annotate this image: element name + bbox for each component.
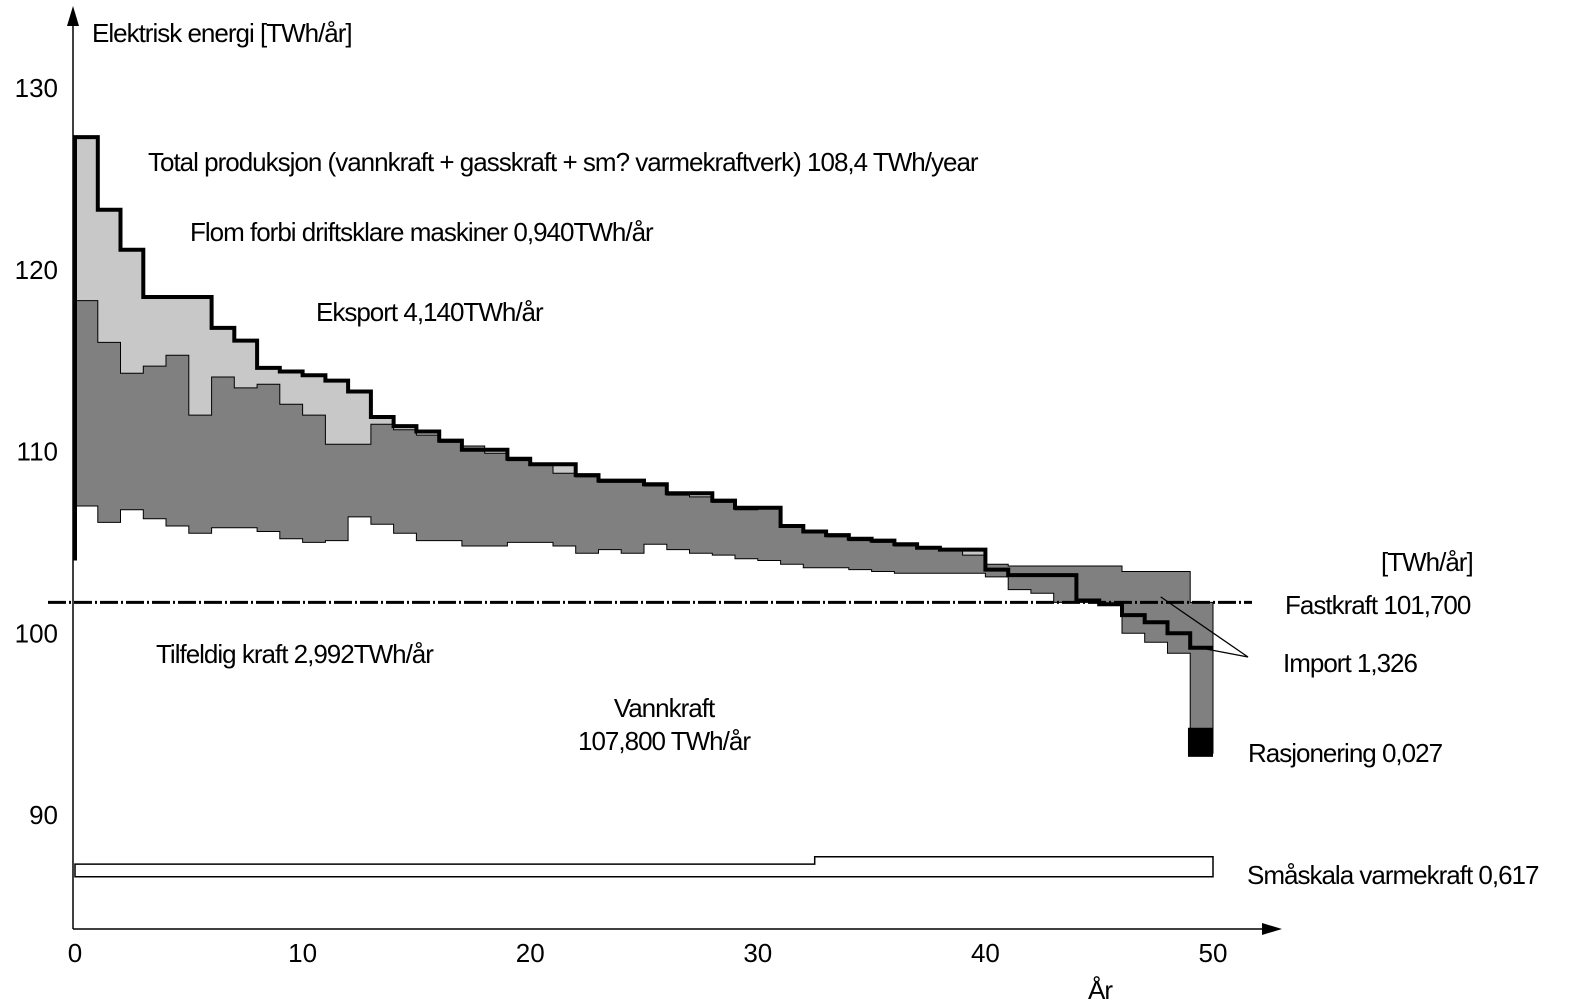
chart-lines — [48, 135, 1252, 878]
y-axis-arrow — [67, 6, 79, 26]
label-eksport: Eksport 4,140TWh/år — [316, 297, 544, 327]
x-tick-label: 10 — [288, 938, 317, 968]
label-vannkraft-value: 107,800 TWh/år — [578, 726, 751, 756]
y-axis-label: Elektrisk energi [TWh/år] — [92, 18, 352, 48]
y-tick-label: 100 — [15, 618, 58, 648]
y-tick-label: 90 — [29, 800, 58, 830]
x-tick-label: 0 — [68, 938, 82, 968]
label-import: Import 1,326 — [1283, 648, 1418, 678]
label-smaskala: Småskala varmekraft 0,617 — [1247, 860, 1539, 890]
label-vannkraft: Vannkraft — [614, 693, 716, 723]
label-fastkraft: Fastkraft 101,700 — [1285, 590, 1471, 620]
x-axis-label: År — [1088, 975, 1113, 1005]
label-tilfeldig: Tilfeldig kraft 2,992TWh/år — [156, 639, 434, 669]
y-tick-label: 110 — [17, 437, 58, 467]
x-tick-label: 20 — [516, 938, 545, 968]
total-production-line — [73, 135, 1213, 650]
x-tick-label: 30 — [743, 938, 772, 968]
label-rasjonering: Rasjonering 0,027 — [1248, 738, 1443, 768]
smaskala-band — [74, 856, 1214, 878]
chart-ticks: 0 10 20 30 40 50 90 100 110 120 130 — [15, 73, 1228, 968]
chart-axes — [67, 6, 1282, 935]
import-pointer — [1160, 596, 1249, 658]
label-unit: [TWh/år] — [1381, 547, 1473, 577]
y-tick-label: 120 — [15, 255, 58, 285]
label-total: Total produksjon (vannkraft + gasskraft … — [148, 147, 979, 177]
x-tick-label: 40 — [971, 938, 1000, 968]
x-axis-arrow — [1262, 923, 1282, 935]
x-tick-label: 50 — [1199, 938, 1228, 968]
y-tick-label: 130 — [15, 73, 58, 103]
rasjonering-block — [1187, 727, 1213, 757]
label-flom: Flom forbi driftsklare maskiner 0,940TWh… — [190, 217, 654, 247]
